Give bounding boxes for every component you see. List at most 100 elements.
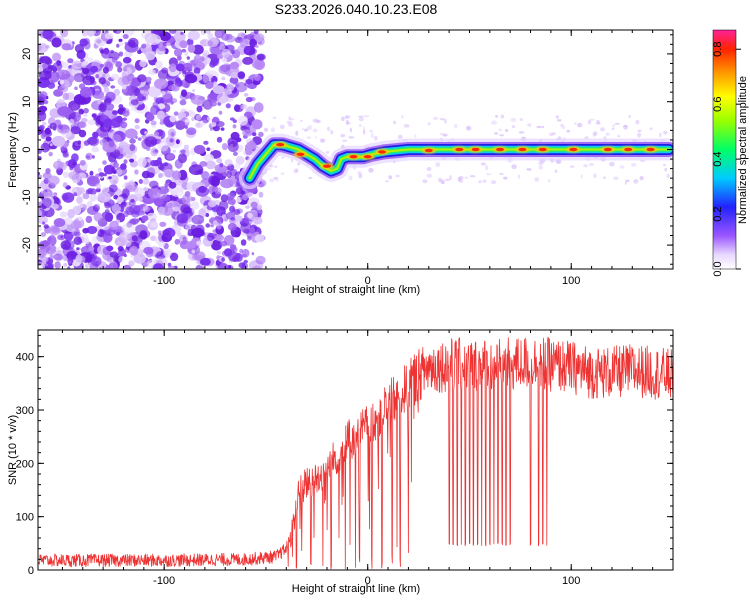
- noise-speckle: [426, 167, 432, 171]
- noise-blob: [234, 210, 238, 215]
- noise-speckle: [263, 127, 269, 132]
- noise-speckle: [306, 136, 311, 139]
- noise-speckle: [511, 164, 517, 170]
- noise-blob: [209, 101, 217, 107]
- noise-blob: [130, 198, 135, 203]
- noise-speckle: [281, 156, 284, 160]
- noise-blob: [141, 210, 144, 214]
- noise-blob: [38, 226, 42, 232]
- noise-blob: [237, 191, 242, 196]
- noise-blob: [48, 262, 54, 269]
- noise-blob: [192, 44, 204, 55]
- noise-blob: [146, 147, 150, 151]
- noise-speckle: [306, 126, 309, 132]
- noise-blob: [76, 247, 80, 251]
- noise-blob: [42, 121, 47, 126]
- noise-blob: [212, 125, 220, 132]
- noise-speckle: [649, 127, 653, 131]
- noise-blob: [58, 85, 69, 93]
- noise-speckle: [583, 164, 588, 168]
- noise-blob: [235, 155, 245, 165]
- noise-blob: [173, 48, 183, 57]
- noise-blob: [171, 98, 178, 104]
- noise-blob: [160, 90, 166, 95]
- noise-blob: [186, 38, 194, 46]
- noise-speckle: [527, 123, 531, 127]
- noise-blob: [169, 30, 177, 34]
- noise-blob: [241, 248, 250, 258]
- noise-speckle: [518, 131, 525, 134]
- ridge-peak: [603, 147, 612, 152]
- noise-blob: [210, 216, 214, 220]
- noise-speckle: [504, 129, 509, 132]
- colorbar-tick-label: 0.6: [712, 97, 724, 112]
- noise-blob: [116, 43, 120, 48]
- noise-blob: [157, 241, 166, 247]
- noise-blob: [169, 252, 179, 262]
- noise-blob: [185, 241, 197, 249]
- noise-blob: [43, 178, 50, 184]
- noise-speckle: [272, 116, 277, 120]
- noise-speckle: [600, 127, 605, 132]
- colorbar-tick-label: 0.0: [712, 261, 724, 276]
- noise-blob: [81, 61, 87, 67]
- noise-speckle: [666, 173, 670, 178]
- noise-blob: [38, 261, 45, 269]
- noise-speckle: [495, 114, 499, 118]
- noise-blob: [227, 198, 236, 205]
- noise-blob: [110, 167, 116, 174]
- noise-blob: [235, 137, 242, 143]
- noise-speckle: [619, 165, 625, 169]
- noise-blob: [42, 221, 46, 225]
- noise-blob: [112, 110, 118, 115]
- noise-speckle: [584, 136, 589, 140]
- noise-blob: [90, 65, 98, 73]
- noise-blob: [44, 256, 49, 262]
- noise-blob: [229, 117, 235, 121]
- noise-blob: [169, 138, 174, 143]
- noise-speckle: [348, 136, 355, 139]
- noise-speckle: [577, 122, 583, 128]
- noise-blob: [252, 132, 257, 137]
- noise-blob: [117, 240, 122, 247]
- noise-blob: [205, 223, 211, 228]
- noise-blob: [74, 86, 78, 91]
- noise-blob: [83, 107, 89, 114]
- noise-blob: [77, 121, 87, 129]
- noise-blob: [221, 214, 227, 219]
- noise-blob: [73, 73, 85, 83]
- noise-blob: [141, 43, 147, 49]
- noise-blob: [209, 147, 215, 152]
- snr-frame: [37, 329, 674, 571]
- noise-speckle: [597, 120, 600, 125]
- noise-blob: [78, 216, 83, 221]
- spectrogram-ytick-label: 20: [21, 48, 33, 60]
- noise-blob: [207, 32, 214, 40]
- noise-blob: [85, 255, 92, 263]
- noise-blob: [106, 245, 114, 252]
- noise-speckle: [288, 118, 295, 121]
- noise-blob: [154, 78, 168, 89]
- noise-blob: [207, 232, 214, 242]
- noise-blob: [196, 240, 203, 246]
- noise-blob: [182, 206, 192, 214]
- noise-speckle: [469, 175, 476, 178]
- noise-blob: [142, 205, 149, 211]
- noise-speckle: [569, 165, 575, 168]
- noise-blob: [198, 75, 203, 81]
- noise-blob: [112, 134, 122, 143]
- noise-blob: [76, 196, 83, 205]
- noise-blob: [61, 43, 72, 51]
- noise-blob: [150, 221, 158, 228]
- ridge-peak: [455, 147, 464, 152]
- noise-blob: [203, 153, 214, 162]
- noise-speckle: [592, 132, 597, 137]
- noise-blob: [62, 150, 69, 157]
- noise-speckle: [340, 134, 346, 138]
- noise-blob: [49, 254, 54, 260]
- snr-xtick-label: -100: [153, 575, 175, 587]
- noise-blob: [98, 77, 107, 85]
- snr-data: [38, 336, 673, 570]
- colorbar-gradient: [712, 29, 737, 270]
- noise-speckle: [315, 119, 321, 124]
